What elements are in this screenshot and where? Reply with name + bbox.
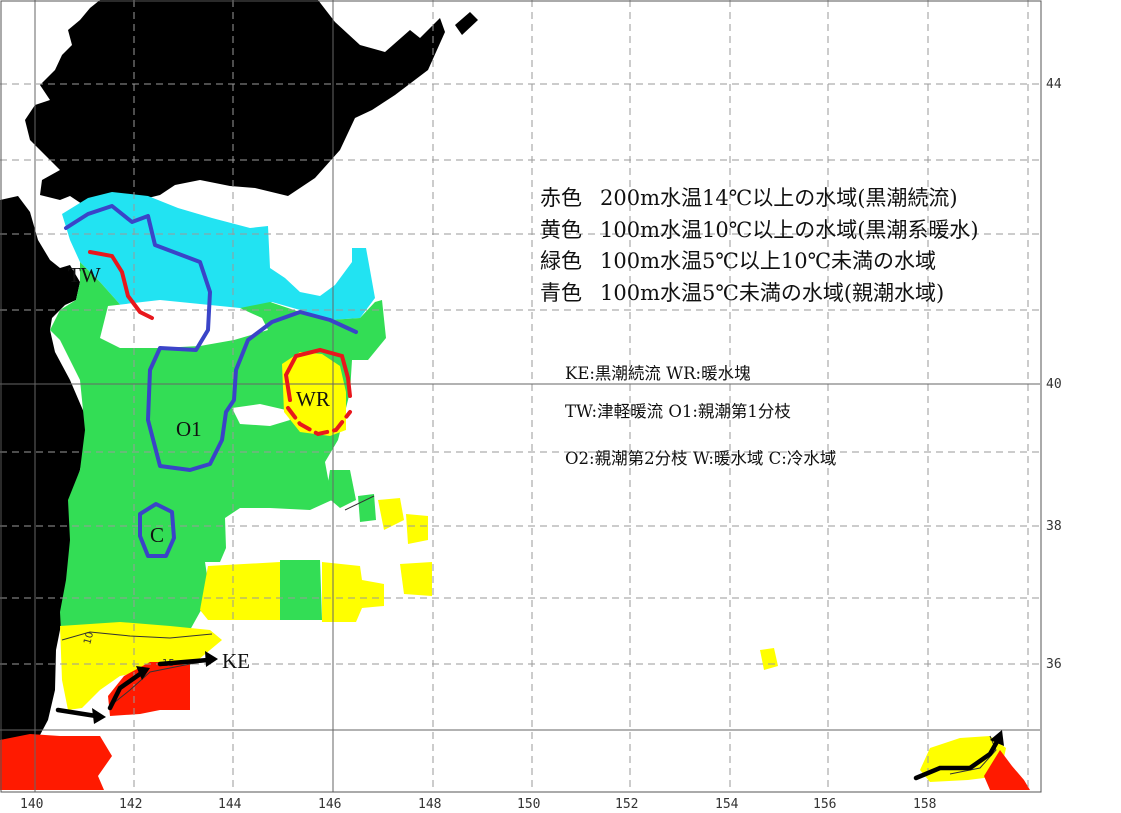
label-tw: TW	[68, 263, 101, 287]
red-line-tsugaru	[88, 250, 154, 320]
x-axis: 140 142 144 146 148 150 152 154 156 158	[20, 797, 936, 812]
current-arrows	[55, 657, 1001, 781]
x-tick-label: 142	[119, 797, 142, 812]
x-tick-label: 140	[20, 797, 43, 812]
y-tick-label: 44	[1046, 77, 1062, 92]
map-legend: 赤色 200m水温14℃以上の水域(黒潮続流) 黄色 100m水温10℃以上の水域(…	[540, 183, 979, 309]
legend-red-text: 200m水温14℃以上の水域(黒潮続流)	[600, 186, 958, 210]
legend-yellow-row: 黄色 100m水温10℃以上の水域(黒潮系暖水)	[540, 215, 979, 247]
legend-blue-tag: 青色	[540, 280, 582, 305]
arrowhead-east-curve	[990, 730, 1004, 746]
legend-green-row: 緑色 100m水温5℃以上10℃未満の水域	[540, 246, 979, 278]
legend-blue-row: 青色 100m水温5℃未満の水域(親潮水域)	[540, 278, 979, 310]
blue-line-cold-eddy	[138, 502, 176, 558]
legend-blue-text: 100m水温5℃未満の水域(親潮水域)	[600, 280, 945, 305]
oyashio-boundaries	[64, 204, 358, 558]
red-line-warm-ring-dashed	[286, 406, 352, 437]
legend-red-row: 赤色 200m水温14℃以上の水域(黒潮続流)	[540, 183, 979, 215]
arrow-east-curve	[913, 737, 1001, 781]
kuril-islands	[385, 12, 478, 68]
x-tick-label: 156	[813, 797, 836, 812]
legend-yellow-text: 100m水温10℃以上の水域(黒潮系暖水)	[600, 217, 979, 242]
y-tick-label: 36	[1046, 657, 1062, 672]
x-tick-label: 146	[318, 797, 341, 812]
arrowhead-ke-east	[205, 651, 218, 667]
honshu-land	[0, 196, 86, 740]
legend-yellow-tag: 黄色	[540, 217, 582, 242]
blue-line-north	[64, 204, 358, 472]
arrow-ke-curve	[107, 671, 143, 711]
label-o1: O1	[176, 417, 202, 441]
kuroshio-boundaries	[88, 250, 352, 437]
x-tick-label: 152	[615, 797, 638, 812]
arrowhead-ke-west	[92, 708, 106, 724]
contour-10	[61, 631, 213, 641]
yellow-zone	[60, 352, 1006, 782]
y-tick-label: 40	[1046, 377, 1062, 392]
arrow-ke-west	[55, 707, 99, 719]
x-tick-label: 150	[517, 797, 540, 812]
abbreviation-line: TW:津軽暖流 O1:親潮第1分枝	[565, 402, 791, 421]
arrowhead-ke-curve	[136, 666, 150, 680]
x-tick-label: 148	[418, 797, 441, 812]
arrow-ke-east	[157, 657, 211, 667]
x-tick-label: 158	[913, 797, 936, 812]
label-wr: WR	[296, 387, 330, 411]
land-masses	[0, 0, 478, 740]
legend-green-text: 100m水温5℃以上10℃未満の水域	[600, 249, 937, 273]
hokkaido-land	[0, 0, 445, 220]
y-tick-label: 38	[1046, 519, 1062, 534]
grid-major-lines	[0, 0, 1040, 792]
red-zone	[0, 662, 1030, 790]
red-line-warm-ring	[283, 347, 352, 402]
y-axis: 44 40 38 36	[1046, 77, 1062, 672]
abbreviation-line: KE:黒潮続流 WR:暖水塊	[565, 364, 751, 383]
x-tick-label: 154	[715, 797, 739, 812]
abbreviation-line: O2:親潮第2分枝 W:暖水域 C:冷水域	[565, 449, 837, 468]
x-tick-label: 144	[218, 797, 242, 812]
contour-label-10: 10	[82, 631, 96, 646]
legend-green-tag: 緑色	[540, 249, 582, 273]
label-c: C	[150, 523, 164, 547]
legend-red-tag: 赤色	[540, 186, 582, 210]
map-frame	[0, 0, 1042, 793]
arrow-heads	[92, 651, 1004, 746]
label-ke: KE	[222, 649, 250, 673]
